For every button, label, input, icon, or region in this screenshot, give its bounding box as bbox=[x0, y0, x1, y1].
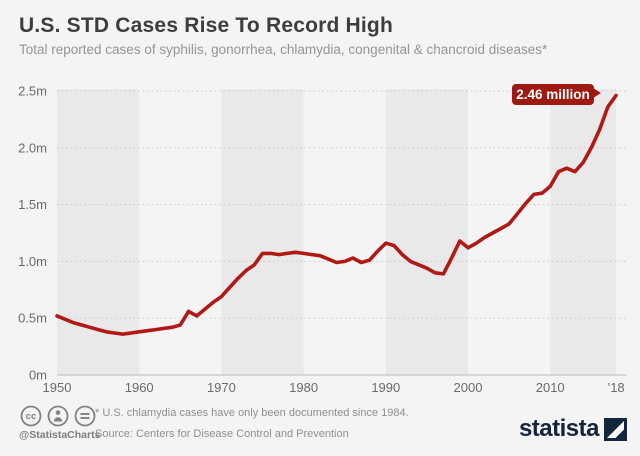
x-axis-label: ’18 bbox=[607, 380, 624, 395]
statista-logo-mark-icon bbox=[604, 417, 627, 441]
y-axis-label: 2.5m bbox=[18, 84, 47, 99]
attribution-person-icon bbox=[47, 405, 69, 427]
x-axis-label: 1990 bbox=[371, 380, 400, 395]
x-axis-label: 2010 bbox=[536, 380, 565, 395]
cc-icon: cc bbox=[20, 405, 42, 427]
decade-band bbox=[550, 89, 616, 375]
y-axis-label: 0.5m bbox=[18, 311, 47, 326]
svg-text:cc: cc bbox=[26, 411, 37, 422]
x-axis-label: 2000 bbox=[454, 380, 483, 395]
y-axis-label: 1.0m bbox=[18, 254, 47, 269]
decade-band bbox=[221, 89, 304, 375]
no-derivatives-icon bbox=[74, 405, 96, 427]
y-axis-label: 0m bbox=[29, 368, 47, 383]
decade-band bbox=[385, 89, 468, 375]
x-axis-label: 1980 bbox=[289, 380, 318, 395]
statista-charts-handle[interactable]: @StatistaCharts bbox=[19, 429, 101, 441]
chart-footnote: * U.S. chlamydia cases have only been do… bbox=[95, 407, 409, 419]
peak-value-callout: 2.46 million bbox=[512, 84, 601, 105]
x-axis-label: 1970 bbox=[207, 380, 236, 395]
decade-band bbox=[57, 89, 140, 375]
peak-value-label: 2.46 million bbox=[516, 87, 590, 102]
y-axis-label: 2.0m bbox=[18, 140, 47, 155]
std-cases-line bbox=[55, 93, 618, 336]
chart-subtitle: Total reported cases of syphilis, gonorr… bbox=[19, 42, 548, 57]
x-axis-label: 1960 bbox=[125, 380, 154, 395]
statista-logo[interactable]: statista bbox=[519, 417, 627, 441]
chart-title: U.S. STD Cases Rise To Record High bbox=[19, 14, 393, 37]
statista-wordmark: statista bbox=[518, 415, 600, 442]
y-axis-label: 1.5m bbox=[18, 197, 47, 212]
creative-commons-license-icons[interactable]: cc bbox=[19, 404, 109, 428]
x-axis-label: 1950 bbox=[43, 380, 72, 395]
chart-source: Source: Centers for Disease Control and … bbox=[95, 428, 349, 440]
